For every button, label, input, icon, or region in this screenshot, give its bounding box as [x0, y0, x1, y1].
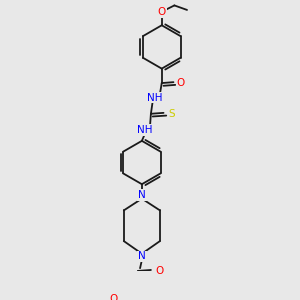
Text: NH: NH [137, 125, 152, 135]
Text: NH: NH [147, 92, 162, 103]
Text: O: O [158, 7, 166, 17]
Text: O: O [155, 266, 163, 276]
Text: O: O [177, 78, 185, 88]
Text: O: O [110, 294, 118, 300]
Text: N: N [138, 251, 146, 261]
Text: S: S [168, 109, 175, 119]
Text: N: N [138, 190, 146, 200]
